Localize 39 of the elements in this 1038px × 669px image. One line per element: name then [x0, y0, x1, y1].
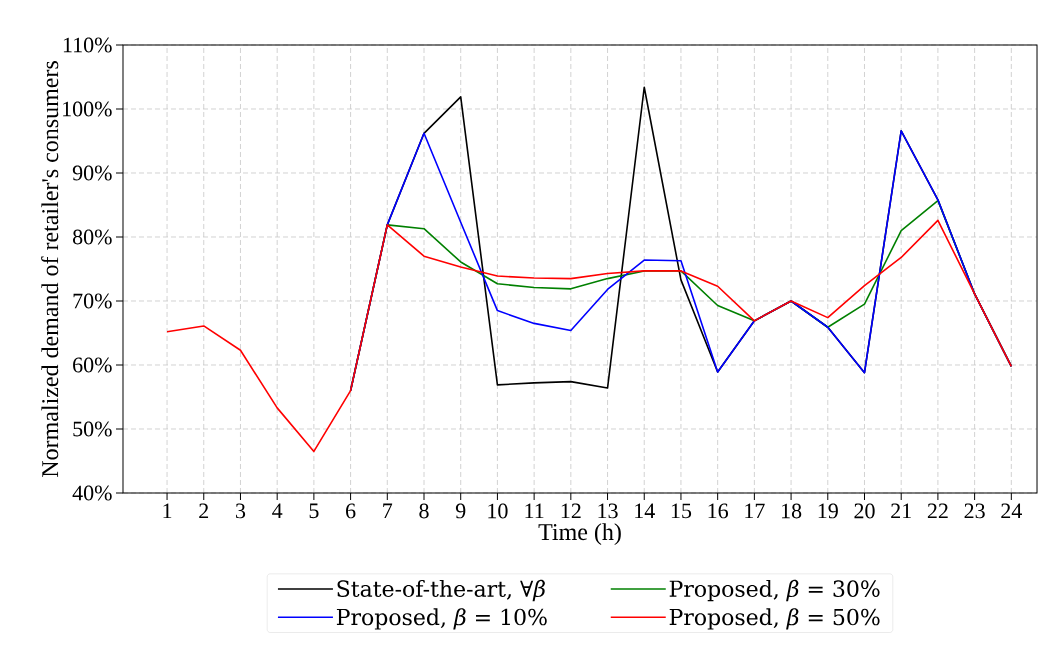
- legend-label: Proposed, β = 50%: [669, 608, 880, 630]
- x-tick-label: 23: [964, 503, 985, 519]
- x-tick-label: 4: [272, 503, 283, 519]
- x-tick-label: 17: [745, 503, 765, 519]
- legend-label: Proposed, β = 10%: [336, 608, 547, 630]
- x-tick-label: 14: [635, 503, 655, 519]
- x-tick-label: 8: [419, 503, 429, 519]
- x-tick-label: 20: [854, 503, 875, 519]
- y-tick-label: 110%: [63, 37, 112, 53]
- x-tick-label: 15: [671, 503, 692, 519]
- y-tick-label: 40%: [72, 485, 112, 501]
- x-tick-label: 24: [1001, 503, 1022, 519]
- y-tick-label: 90%: [72, 165, 112, 181]
- x-tick-label: 3: [236, 503, 246, 519]
- x-tick-label: 16: [708, 503, 729, 519]
- x-tick-label: 22: [927, 503, 948, 519]
- x-tick-label: 10: [488, 503, 508, 519]
- x-tick-label: 12: [561, 503, 581, 519]
- x-tick-label: 5: [309, 503, 319, 519]
- y-tick-label: 60%: [73, 357, 112, 373]
- legend-label: Proposed, β = 30%: [669, 579, 880, 602]
- x-tick-label: 2: [199, 503, 209, 519]
- x-tick-label: 21: [891, 503, 911, 519]
- legend-label: State-of-the-art, ∀β: [337, 579, 545, 602]
- x-tick-label: 13: [598, 503, 618, 519]
- y-tick-label: 50%: [73, 421, 112, 437]
- x-axis-title: Time (h): [538, 523, 621, 546]
- x-tick-label: 19: [818, 503, 838, 519]
- y-tick-label: 70%: [73, 293, 112, 309]
- x-tick-label: 9: [455, 503, 466, 519]
- x-tick-label: 6: [346, 503, 356, 519]
- line-series: [166, 219, 1013, 453]
- y-axis-title: Normalized demand of retailer's consumers: [41, 61, 59, 478]
- x-tick-label: 1: [163, 503, 172, 519]
- x-tick-label: 18: [782, 503, 802, 519]
- y-tick-label: 80%: [72, 229, 112, 245]
- y-tick-label: 100%: [63, 101, 112, 117]
- x-tick-label: 7: [383, 503, 393, 518]
- x-tick-label: 11: [525, 503, 544, 519]
